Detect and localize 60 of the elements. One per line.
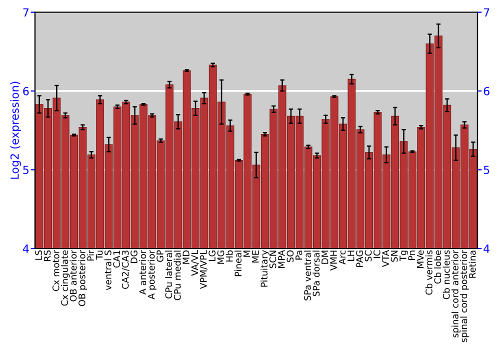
- x-tick-label: LG: [208, 250, 216, 262]
- x-tick-label: Pn: [408, 250, 415, 260]
- x-tick-label: Cx motor: [52, 250, 60, 291]
- y-tick-label: 7: [23, 8, 28, 16]
- x-tick-label: LH: [348, 250, 354, 261]
- x-tick-label: Pituitary: [260, 250, 270, 287]
- x-tick-label: Retina: [468, 250, 476, 278]
- x-tick-label: Arc: [338, 250, 346, 264]
- x-tick-label: PAG: [356, 250, 363, 267]
- y-tick-label: 6: [23, 86, 29, 96]
- x-tick-label: GP: [156, 250, 164, 262]
- x-tick-label: SCN: [269, 250, 276, 268]
- x-tick-label: RS: [44, 250, 51, 262]
- x-tick-label: A posterior: [148, 250, 156, 300]
- y2-tick-label: 7: [484, 8, 490, 16]
- x-tick-label: VPM/VPL: [200, 250, 208, 289]
- x-tick-label: spinal cord posterior: [460, 250, 469, 342]
- x-tick-label: Tu: [96, 250, 103, 260]
- x-tick-label: VA/VL: [191, 250, 199, 276]
- y2-tick-label: 5: [484, 166, 490, 174]
- y2-tick-label: 4: [484, 244, 490, 253]
- x-tick-label: CPu medial: [174, 250, 181, 300]
- x-tick-label: A anterior: [139, 250, 146, 295]
- x-tick-label: MD: [182, 250, 190, 264]
- x-tick-label: MVe: [417, 250, 424, 268]
- x-tick-label: Pa: [296, 250, 302, 260]
- x-tick-label: IC: [374, 250, 380, 258]
- x-tick-label: Cb nucleus: [442, 250, 450, 300]
- x-tick-label: M: [243, 250, 250, 257]
- x-tick-label: SC: [364, 250, 372, 262]
- x-tick-label: OB anterior: [70, 250, 77, 302]
- x-tick-label: MG: [217, 250, 224, 264]
- x-tick-label: CA2/CA3: [122, 250, 130, 289]
- x-tick-label: Cb vermis: [425, 250, 432, 295]
- x-tick-label: CPu lateral: [165, 250, 172, 298]
- x-tick-label: SPa ventral: [304, 250, 311, 300]
- x-tick-label: Cx cingulate: [61, 250, 70, 306]
- x-tick-label: spinal cord anterior: [451, 250, 460, 338]
- x-tick-label: CA1: [113, 250, 120, 268]
- x-tick-label: DM: [322, 250, 328, 264]
- x-tick-label: DG: [130, 250, 138, 263]
- x-tick-label: Hb: [226, 250, 233, 262]
- x-tick-label: Pir: [87, 250, 94, 260]
- x-tick-label: OB posterior: [78, 250, 88, 306]
- y2-tick-label: 6: [484, 86, 490, 96]
- y-tick-label: 5: [23, 166, 28, 174]
- x-tick-label: Cb lobe: [434, 250, 442, 284]
- x-tick-label: SN: [390, 250, 398, 262]
- x-tick-label: ME: [252, 250, 259, 262]
- x-tick-label: VTA: [382, 250, 389, 267]
- x-tick-label: MPA: [278, 250, 285, 268]
- x-tick-label: Pineal: [234, 250, 242, 276]
- y-axis-title: Log2 (expression): [10, 82, 21, 179]
- x-tick-label: SPa dorsal: [312, 250, 320, 296]
- x-tick-label: VMH: [330, 250, 337, 271]
- x-tick-label: ventral S: [104, 250, 112, 290]
- x-tick-label: Tg: [400, 250, 408, 262]
- x-tick-label: SO: [286, 250, 294, 262]
- x-tick-label: LS: [35, 250, 42, 260]
- y-tick-label: 4: [22, 244, 29, 253]
